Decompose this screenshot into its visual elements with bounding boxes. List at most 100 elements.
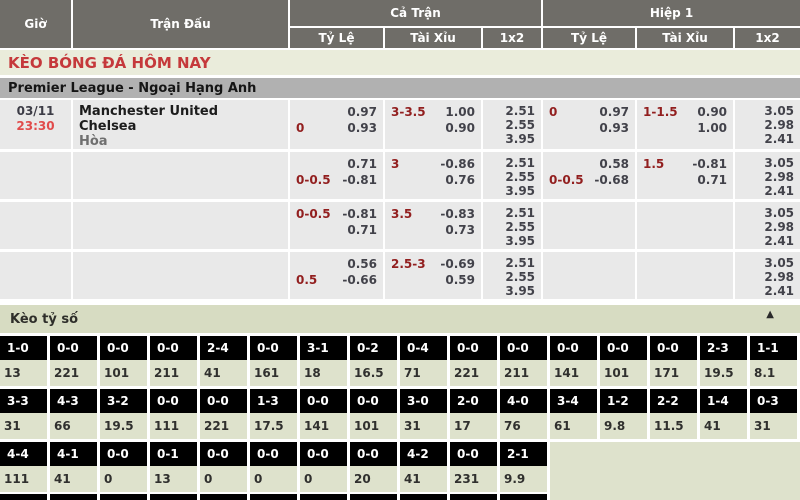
- odds-value[interactable]: 2.51: [505, 104, 536, 118]
- odds-value[interactable]: 0.59: [445, 273, 475, 287]
- odds-value[interactable]: 2.98: [764, 220, 795, 234]
- odds-value[interactable]: -0.86: [440, 157, 475, 171]
- score-cell-partial: [100, 494, 147, 500]
- odds-value[interactable]: -0.81: [342, 207, 377, 221]
- score-label: 0-0: [600, 336, 647, 360]
- score-odds[interactable]: 141: [300, 413, 347, 439]
- score-odds[interactable]: 18: [300, 360, 347, 386]
- odds-value[interactable]: -0.81: [692, 157, 728, 171]
- subheader-ft-1x2: 1x2: [483, 28, 544, 50]
- score-odds[interactable]: 221: [200, 413, 247, 439]
- score-cell: 0-0 0: [250, 442, 297, 492]
- odds-value[interactable]: 0.73: [445, 223, 475, 237]
- odds-value[interactable]: 0.93: [599, 121, 630, 135]
- score-odds[interactable]: 16.5: [350, 360, 397, 386]
- score-odds[interactable]: 31: [400, 413, 447, 439]
- ft-overunder-cell: 3 -0.86 0.76: [385, 152, 483, 202]
- odds-value[interactable]: 2.51: [505, 156, 536, 170]
- odds-value[interactable]: 2.55: [505, 118, 536, 132]
- odds-value[interactable]: 0.90: [697, 105, 728, 119]
- odds-value[interactable]: 3.95: [505, 284, 536, 298]
- score-odds[interactable]: 41: [700, 413, 747, 439]
- score-odds[interactable]: 66: [50, 413, 97, 439]
- score-row-partial: [0, 494, 547, 500]
- score-odds[interactable]: 161: [250, 360, 297, 386]
- score-odds[interactable]: 101: [100, 360, 147, 386]
- odds-value[interactable]: -0.81: [342, 173, 377, 187]
- odds-value[interactable]: 2.41: [764, 284, 795, 298]
- odds-value[interactable]: 0.71: [347, 157, 377, 171]
- odds-value[interactable]: 0.97: [599, 105, 630, 119]
- score-odds[interactable]: 17.5: [250, 413, 297, 439]
- score-odds[interactable]: 211: [150, 360, 197, 386]
- score-odds[interactable]: 31: [0, 413, 47, 439]
- score-odds[interactable]: 13: [0, 360, 47, 386]
- score-odds[interactable]: 61: [550, 413, 597, 439]
- odds-value[interactable]: 0.71: [697, 173, 728, 187]
- score-odds[interactable]: 221: [450, 360, 497, 386]
- odds-value[interactable]: 0.93: [347, 121, 377, 135]
- score-odds[interactable]: 31: [750, 413, 797, 439]
- odds-value[interactable]: 2.41: [764, 234, 795, 248]
- odds-value[interactable]: 3.05: [764, 206, 795, 220]
- score-odds[interactable]: 13: [150, 466, 197, 492]
- h1-overunder-cell: [637, 202, 736, 252]
- odds-value[interactable]: -0.68: [594, 173, 630, 187]
- odds-value[interactable]: 1.00: [697, 121, 728, 135]
- odds-value[interactable]: 2.98: [764, 170, 795, 184]
- score-odds[interactable]: 221: [50, 360, 97, 386]
- score-odds[interactable]: 171: [650, 360, 697, 386]
- score-odds[interactable]: 41: [200, 360, 247, 386]
- score-odds[interactable]: 41: [50, 466, 97, 492]
- score-odds[interactable]: 19.5: [700, 360, 747, 386]
- odds-value[interactable]: 2.51: [505, 256, 536, 270]
- odds-value[interactable]: 1.00: [445, 105, 475, 119]
- score-odds[interactable]: 101: [350, 413, 397, 439]
- odds-value[interactable]: 3.05: [764, 256, 795, 270]
- score-odds[interactable]: 20: [350, 466, 397, 492]
- score-odds[interactable]: 0: [300, 466, 347, 492]
- odds-value[interactable]: 2.55: [505, 220, 536, 234]
- odds-value[interactable]: 3.05: [764, 156, 795, 170]
- score-odds[interactable]: 111: [150, 413, 197, 439]
- score-odds[interactable]: 19.5: [100, 413, 147, 439]
- odds-rows-body: 03/11 23:30 Manchester United Chelsea Hòa 0.9…: [0, 100, 800, 302]
- odds-value[interactable]: 2.55: [505, 170, 536, 184]
- score-odds[interactable]: 17: [450, 413, 497, 439]
- score-odds[interactable]: 71: [400, 360, 447, 386]
- score-odds[interactable]: 211: [500, 360, 547, 386]
- odds-value[interactable]: -0.83: [440, 207, 475, 221]
- odds-value[interactable]: 0.71: [347, 223, 377, 237]
- score-odds[interactable]: 231: [450, 466, 497, 492]
- odds-value[interactable]: 2.98: [764, 118, 795, 132]
- score-odds[interactable]: 8.1: [750, 360, 797, 386]
- odds-value[interactable]: 0.56: [347, 257, 377, 271]
- odds-value[interactable]: -0.66: [342, 273, 377, 287]
- odds-value[interactable]: 3.95: [505, 234, 536, 248]
- score-odds[interactable]: 11.5: [650, 413, 697, 439]
- score-odds[interactable]: 9.9: [500, 466, 547, 492]
- score-odds[interactable]: 41: [400, 466, 447, 492]
- score-odds[interactable]: 0: [250, 466, 297, 492]
- odds-value[interactable]: 0.97: [347, 105, 377, 119]
- odds-value[interactable]: 0.76: [445, 173, 475, 187]
- score-odds[interactable]: 101: [600, 360, 647, 386]
- odds-value[interactable]: 2.51: [505, 206, 536, 220]
- collapse-up-icon[interactable]: ▲: [766, 309, 774, 320]
- score-odds[interactable]: 9.8: [600, 413, 647, 439]
- odds-value[interactable]: 0.58: [599, 157, 630, 171]
- score-odds[interactable]: 141: [550, 360, 597, 386]
- score-odds[interactable]: 0: [200, 466, 247, 492]
- odds-value[interactable]: 2.55: [505, 270, 536, 284]
- odds-value[interactable]: 3.95: [505, 184, 536, 198]
- score-odds[interactable]: 76: [500, 413, 547, 439]
- score-odds[interactable]: 0: [100, 466, 147, 492]
- odds-value[interactable]: 2.41: [764, 184, 795, 198]
- odds-value[interactable]: 3.05: [764, 104, 795, 118]
- odds-value[interactable]: -0.69: [440, 257, 475, 271]
- score-odds[interactable]: 111: [0, 466, 47, 492]
- odds-value[interactable]: 0.90: [445, 121, 475, 135]
- odds-value[interactable]: 3.95: [505, 132, 536, 146]
- odds-value[interactable]: 2.98: [764, 270, 795, 284]
- odds-value[interactable]: 2.41: [764, 132, 795, 146]
